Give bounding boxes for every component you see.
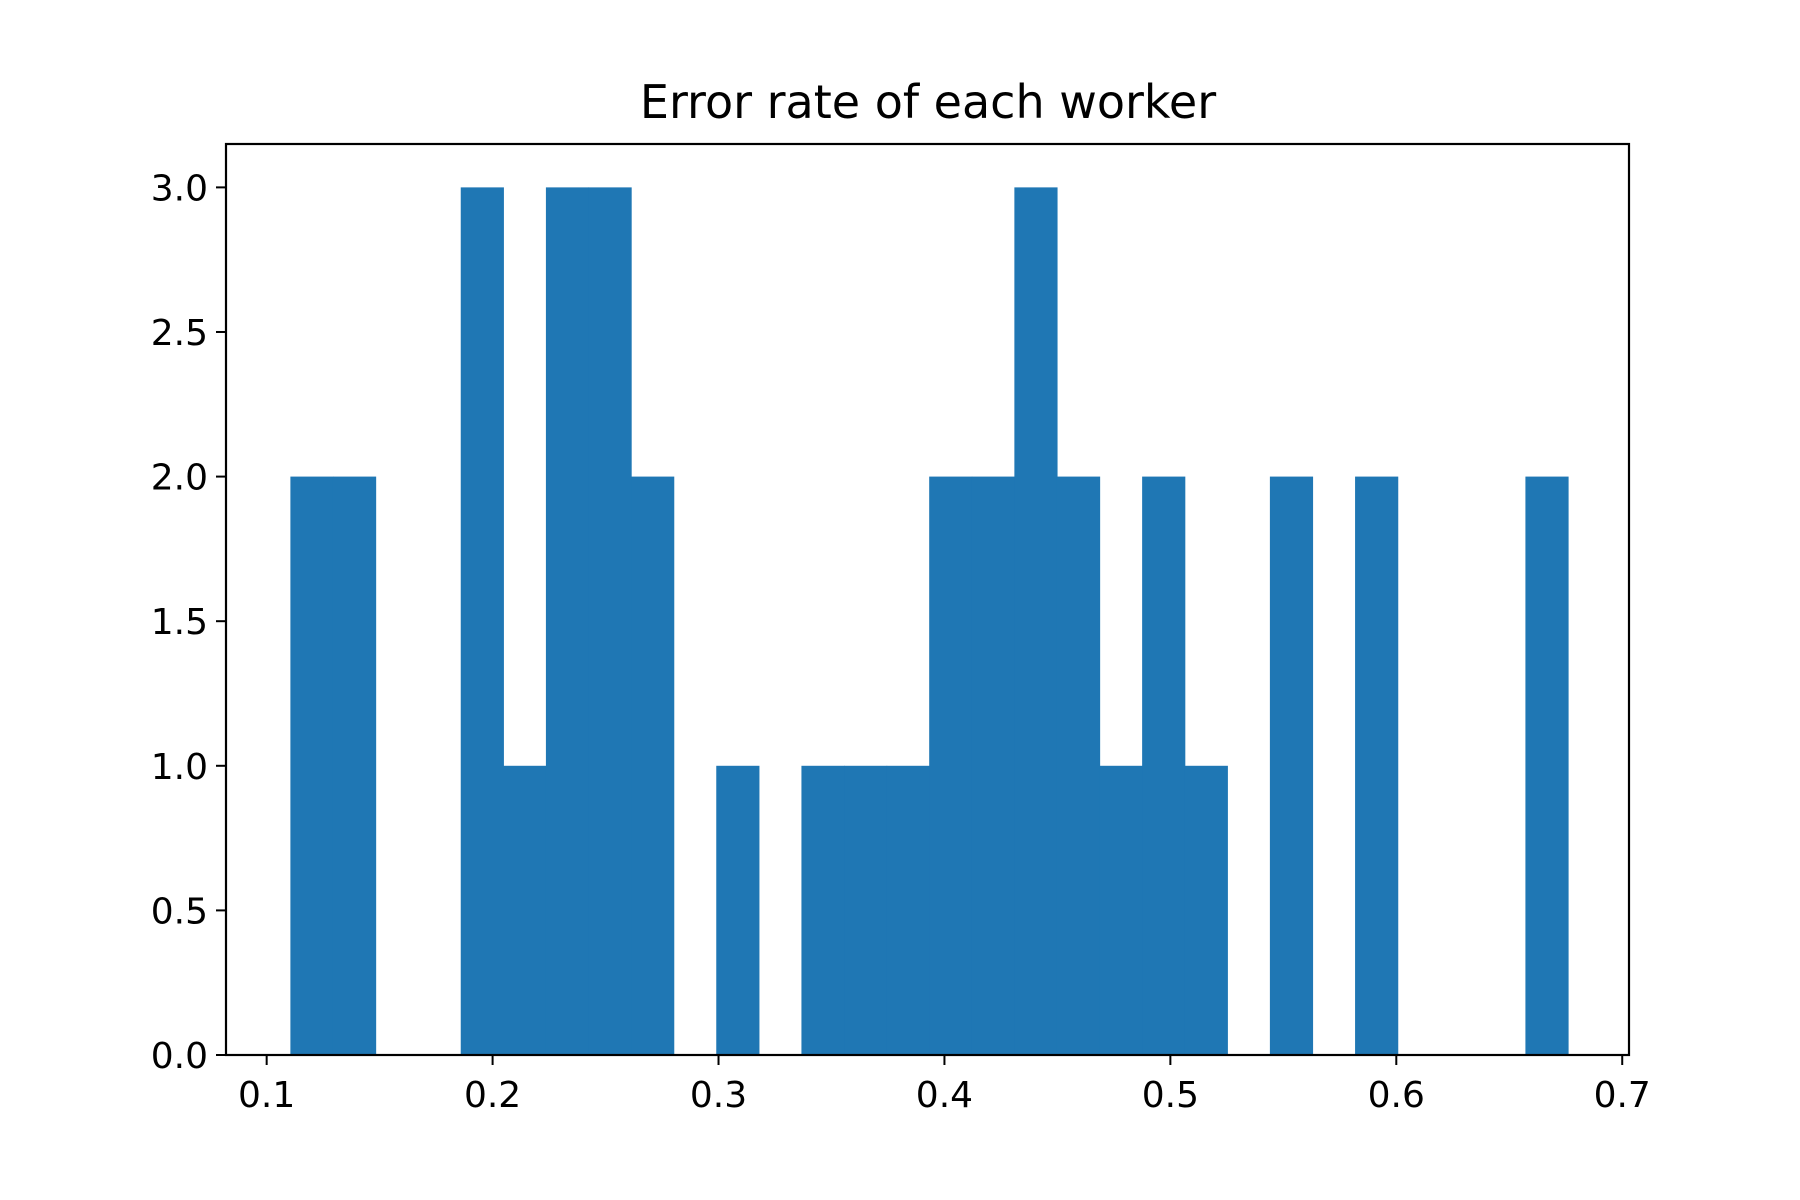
- histogram-bar: [588, 187, 632, 1055]
- histogram-bar: [929, 476, 973, 1056]
- x-tick-label: 0.3: [690, 1075, 747, 1116]
- x-tick-label: 0.4: [916, 1075, 973, 1116]
- histogram-bar: [503, 765, 547, 1055]
- histogram-bar: [460, 187, 504, 1055]
- histogram-bar: [1525, 476, 1569, 1056]
- x-tick-label: 0.1: [238, 1075, 295, 1116]
- histogram-bar: [631, 476, 675, 1056]
- y-tick-label: 1.0: [151, 747, 208, 788]
- y-tick-label: 2.0: [151, 458, 208, 499]
- histogram-bar: [716, 765, 760, 1055]
- histogram-bar: [1184, 765, 1228, 1055]
- histogram-bar: [1142, 476, 1186, 1056]
- histogram-bar: [545, 187, 590, 1055]
- y-axis: 0.0 0.5 1.0 1.5 2.0 2.5 3.0: [151, 168, 226, 1077]
- chart-title: Error rate of each worker: [640, 75, 1216, 129]
- histogram-bar: [290, 476, 334, 1056]
- x-tick-label: 0.5: [1142, 1075, 1199, 1116]
- histogram-bar: [801, 765, 845, 1055]
- y-tick-label: 0.5: [151, 891, 208, 932]
- histogram-bar: [886, 765, 930, 1055]
- histogram-bar: [1014, 187, 1058, 1055]
- y-tick-label: 3.0: [151, 168, 208, 209]
- y-tick-label: 2.5: [151, 313, 208, 354]
- histogram-bar: [1056, 476, 1101, 1056]
- plot-frame: [224, 142, 1631, 1057]
- histogram-bar: [1355, 476, 1399, 1056]
- histogram-bar: [844, 765, 888, 1055]
- histogram-bar: [971, 476, 1015, 1056]
- histogram-bar: [332, 476, 377, 1056]
- x-tick-label: 0.7: [1594, 1075, 1651, 1116]
- x-axis: 0.1 0.2 0.3 0.4 0.5 0.6 0.7: [238, 1055, 1651, 1116]
- x-tick-label: 0.2: [464, 1075, 521, 1116]
- histogram-bar: [1269, 476, 1314, 1056]
- histogram-bar: [1099, 765, 1143, 1055]
- y-tick-label: 1.5: [151, 602, 208, 643]
- y-tick-label: 0.0: [151, 1036, 208, 1077]
- x-tick-label: 0.6: [1368, 1075, 1425, 1116]
- histogram-bars: [290, 187, 1569, 1056]
